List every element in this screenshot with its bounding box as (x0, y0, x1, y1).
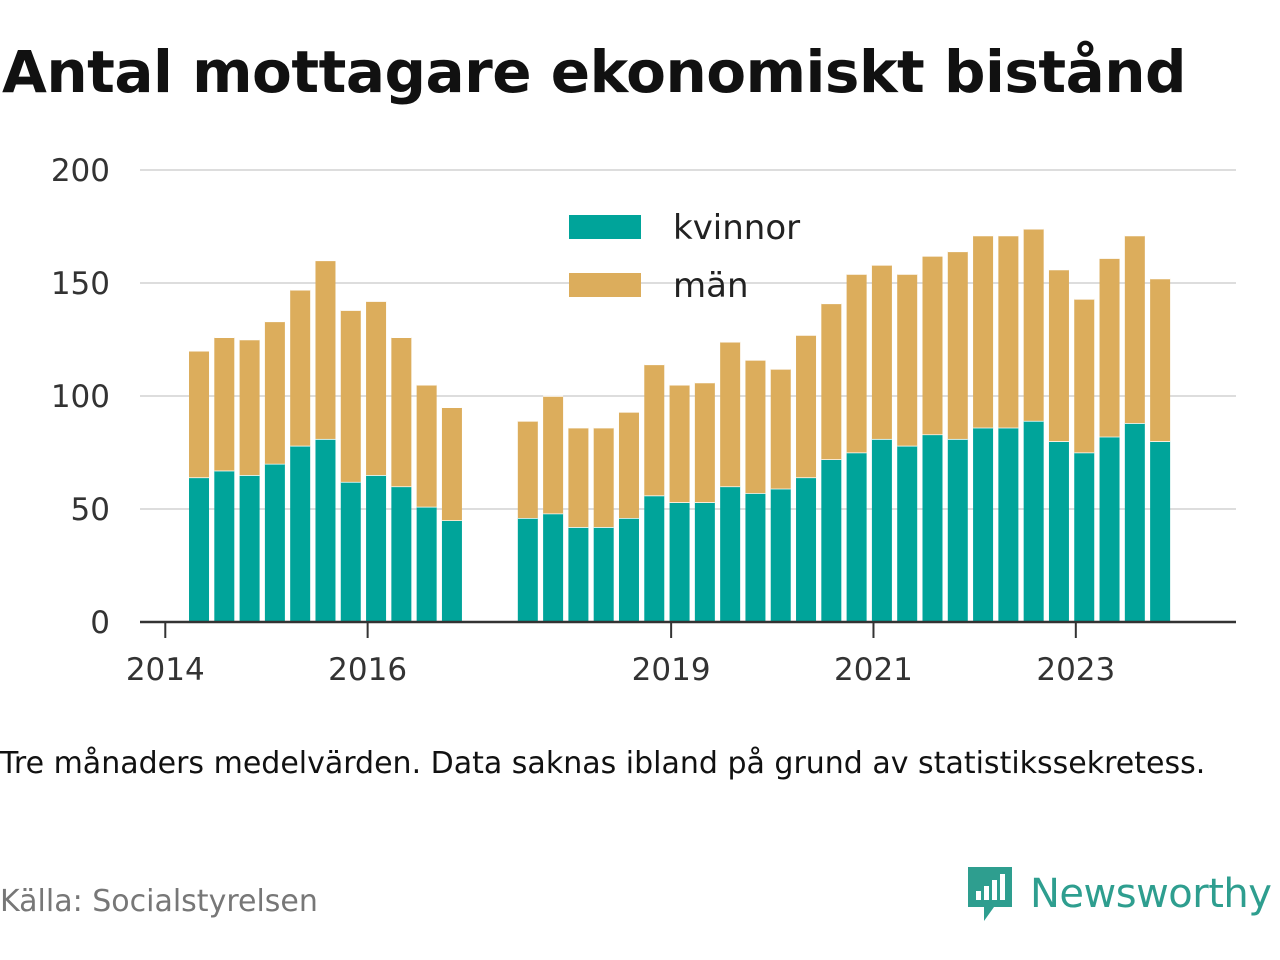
bar-män (593, 427, 614, 528)
bar-män (239, 339, 260, 476)
bar-kvinnor (947, 438, 968, 622)
bar-män (1099, 258, 1120, 437)
bar-män (315, 260, 336, 439)
y-tick-label: 0 (90, 605, 110, 641)
bar-män (796, 334, 817, 478)
bar-kvinnor (897, 445, 918, 622)
y-tick-label: 150 (51, 266, 110, 302)
bar-män (1074, 298, 1095, 453)
bar-kvinnor (290, 445, 311, 622)
bar-kvinnor (720, 486, 741, 622)
bar-män (922, 255, 943, 435)
bar-kvinnor (618, 518, 639, 622)
bar-män (543, 396, 564, 514)
bar-män (1023, 228, 1044, 421)
y-axis: 0 50 100 150 200 (51, 153, 110, 641)
legend: kvinnor män (569, 208, 800, 306)
bar-kvinnor (1099, 436, 1120, 622)
bar-kvinnor (694, 502, 715, 622)
bar-män (846, 273, 867, 453)
bar-kvinnor (189, 477, 210, 622)
bar-män (694, 382, 715, 503)
bar-män (340, 310, 361, 482)
bar-kvinnor (1150, 441, 1171, 622)
newsworthy-logo-icon (968, 867, 1012, 921)
bar-kvinnor (922, 434, 943, 622)
y-tick-label: 50 (71, 492, 110, 528)
bar-kvinnor (745, 493, 766, 622)
chart-title: Antal mottagare ekonomiskt bistånd (2, 38, 1187, 106)
brand-name: Newsworthy (1030, 871, 1272, 917)
bar-kvinnor (973, 427, 994, 622)
bar-kvinnor (1124, 423, 1145, 622)
bar-män (720, 341, 741, 487)
bar-kvinnor (416, 506, 437, 622)
bar-män (770, 368, 791, 489)
bar-kvinnor (821, 459, 842, 622)
bar-män (290, 289, 311, 446)
bar-män (897, 273, 918, 446)
x-tick-label: 2016 (328, 652, 407, 688)
bar-kvinnor (391, 486, 412, 622)
stacked-bar-chart: 0 50 100 150 200 2014 2016 2019 2021 2023 kvinno… (51, 153, 1236, 688)
bar-kvinnor (644, 495, 665, 622)
x-tick-label: 2019 (632, 652, 711, 688)
bar-kvinnor (669, 502, 690, 622)
bar-män (1150, 278, 1171, 442)
bar-män (644, 364, 665, 496)
bar-män (1048, 269, 1069, 442)
bars (189, 228, 1171, 622)
bar-män (366, 301, 387, 476)
bar-kvinnor (214, 470, 235, 622)
legend-label-kvinnor: kvinnor (673, 208, 800, 248)
bar-kvinnor (1048, 441, 1069, 622)
bar-kvinnor (846, 452, 867, 622)
bar-män (264, 321, 285, 464)
bar-kvinnor (315, 438, 336, 622)
bar-män (745, 359, 766, 494)
legend-swatch-män (569, 273, 641, 297)
brand-logo[interactable]: Newsworthy (964, 862, 1272, 926)
bar-kvinnor (770, 488, 791, 622)
chart-note: Tre månaders medelvärden. Data saknas ib… (0, 746, 1206, 781)
bar-män (821, 303, 842, 460)
legend-label-män: män (673, 266, 749, 306)
bar-kvinnor (998, 427, 1019, 622)
bar-män (947, 251, 968, 439)
bar-kvinnor (366, 475, 387, 622)
bar-kvinnor (264, 463, 285, 622)
bar-män (618, 411, 639, 519)
bar-kvinnor (441, 520, 462, 622)
bar-män (189, 350, 210, 478)
bar-kvinnor (568, 527, 589, 622)
bar-män (214, 337, 235, 471)
y-tick-label: 200 (51, 153, 110, 189)
bar-kvinnor (593, 527, 614, 622)
bar-män (973, 235, 994, 428)
bar-män (998, 235, 1019, 428)
x-tick-label: 2021 (834, 652, 913, 688)
y-tick-label: 100 (51, 379, 110, 415)
bar-kvinnor (796, 477, 817, 622)
bar-kvinnor (1074, 452, 1095, 622)
bar-män (669, 384, 690, 503)
x-tick-label: 2023 (1036, 652, 1115, 688)
bar-män (568, 427, 589, 528)
bar-män (1124, 235, 1145, 424)
x-axis: 2014 2016 2019 2021 2023 (126, 620, 1236, 688)
bar-kvinnor (1023, 420, 1044, 622)
bar-kvinnor (340, 481, 361, 622)
x-tick-label: 2014 (126, 652, 205, 688)
bar-män (416, 384, 437, 507)
bar-kvinnor (239, 475, 260, 622)
bar-kvinnor (517, 518, 538, 622)
bar-män (391, 337, 412, 487)
bar-män (871, 264, 892, 439)
legend-swatch-kvinnor (569, 215, 641, 239)
source-text: Källa: Socialstyrelsen (0, 884, 318, 919)
bar-kvinnor (871, 438, 892, 622)
bar-kvinnor (543, 513, 564, 622)
bar-män (517, 420, 538, 519)
bar-män (441, 407, 462, 521)
